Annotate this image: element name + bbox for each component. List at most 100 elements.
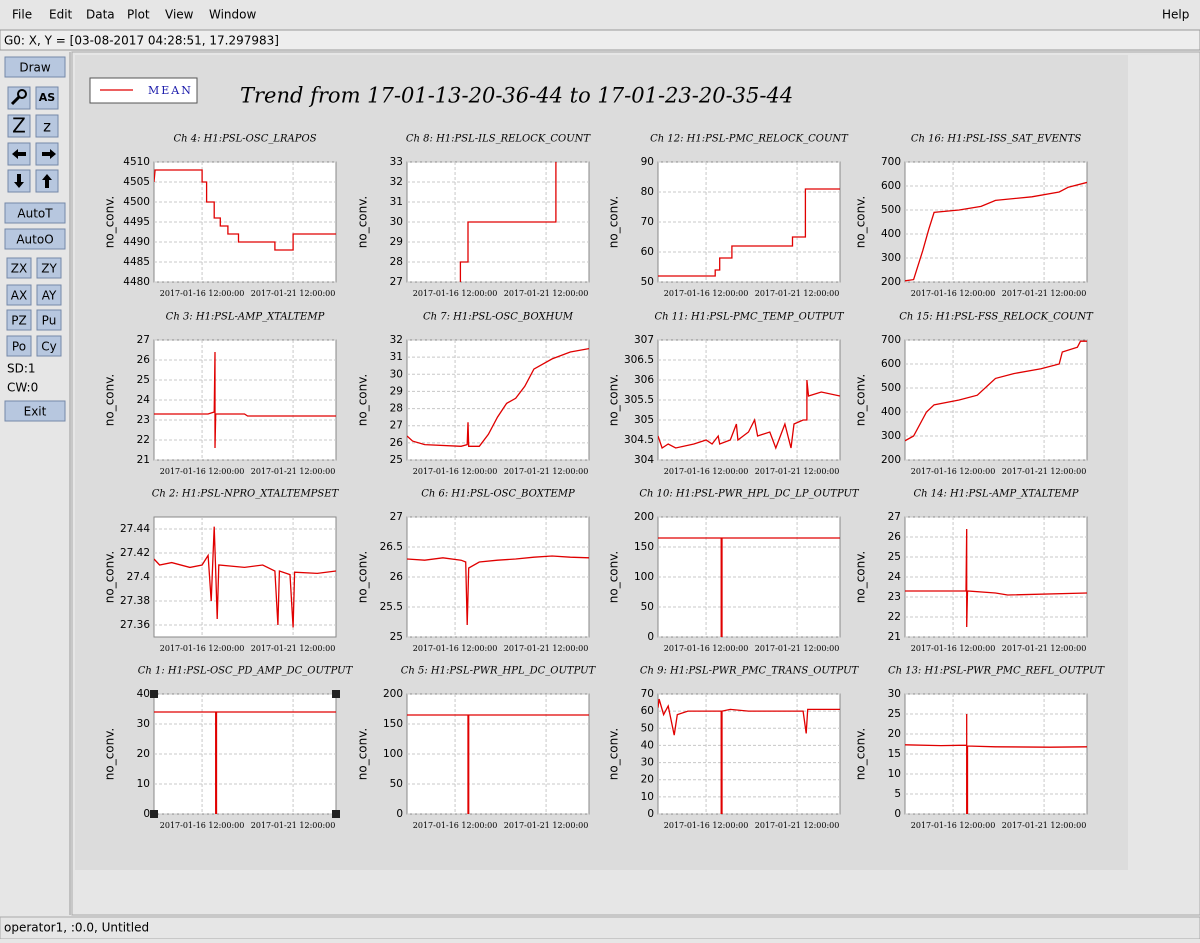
trend-chart: Ch 14: H1:PSL-AMP_XTALTEMP no_conv. 21 22 23… — [854, 489, 1088, 653]
y-tick-label: 26 — [390, 437, 404, 449]
x-tick-label: 2017-01-21 12:00:00 — [755, 467, 840, 476]
x-tick-label: 2017-01-16 12:00:00 — [664, 644, 749, 653]
x-tick-label: 2017-01-21 12:00:00 — [755, 289, 840, 298]
y-tick-label: 0 — [894, 808, 901, 820]
x-tick-label: 2017-01-21 12:00:00 — [755, 821, 840, 830]
y-tick-label: 306.5 — [624, 354, 654, 366]
chart-title: Ch 15: H1:PSL-FSS_RELOCK_COUNT — [899, 312, 1094, 323]
x-tick-label: 2017-01-16 12:00:00 — [664, 467, 749, 476]
pair-button-label: Cy — [41, 340, 56, 354]
trend-chart: Ch 8: H1:PSL-ILS_RELOCK_COUNT no_conv. 27 2… — [356, 134, 592, 299]
autoo-button[interactable] — [4, 228, 66, 250]
trend-line — [154, 351, 336, 449]
y-tick-label: 200 — [634, 511, 654, 523]
trend-line — [905, 181, 1087, 282]
y-tick-label: 28 — [390, 256, 403, 268]
y-tick-label: 700 — [881, 334, 901, 346]
pair-button[interactable] — [36, 335, 62, 357]
y-tick-label: 60 — [641, 246, 654, 258]
x-tick-label: 2017-01-21 12:00:00 — [1002, 467, 1087, 476]
trend-chart: Ch 5: H1:PSL-PWR_HPL_DC_OUTPUT no_conv. 0 5… — [356, 666, 597, 831]
y-axis-label: no_conv. — [854, 551, 868, 603]
y-tick-label: 30 — [641, 757, 654, 769]
y-tick-label: 32 — [390, 334, 403, 346]
y-tick-label: 30 — [390, 368, 403, 380]
x-tick-label: 2017-01-21 12:00:00 — [504, 467, 589, 476]
trend-line — [905, 528, 1087, 628]
icon-button[interactable] — [35, 114, 59, 138]
y-tick-label: 304 — [634, 454, 654, 466]
pair-button[interactable] — [36, 257, 62, 279]
autoo-button-label: AutoO — [16, 233, 53, 247]
y-tick-label: 26 — [137, 354, 151, 366]
y-tick-label: 27.36 — [120, 619, 150, 631]
trend-line — [154, 169, 336, 251]
pair-button[interactable] — [36, 284, 62, 306]
zoom-in-icon: z — [43, 118, 51, 136]
pair-button[interactable] — [6, 309, 32, 331]
y-tick-label: 100 — [634, 571, 654, 583]
y-axis-label: no_conv. — [854, 196, 868, 248]
help-menu[interactable]: Help — [1162, 8, 1189, 22]
trend-chart: Ch 2: H1:PSL-NPRO_XTALTEMPSETno_conv.27.… — [103, 489, 340, 654]
y-axis-label: no_conv. — [607, 551, 621, 603]
menu-item[interactable]: File — [12, 8, 32, 22]
counter: SD:1 — [7, 362, 36, 376]
y-axis-label: no_conv. — [854, 374, 868, 426]
menu-item[interactable]: Window — [209, 8, 257, 22]
y-tick-label: 100 — [383, 748, 403, 760]
menu-item[interactable]: View — [165, 8, 194, 22]
trend-line — [154, 526, 336, 628]
y-axis-label: no_conv. — [356, 196, 370, 248]
x-tick-label: 2017-01-21 12:00:00 — [251, 467, 336, 476]
x-tick-label: 2017-01-21 12:00:00 — [1002, 821, 1087, 830]
y-tick-label: 40 — [137, 688, 150, 700]
y-tick-label: 25 — [390, 631, 403, 643]
trend-line — [459, 162, 557, 282]
chart-title: Ch 1: H1:PSL-OSC_PD_AMP_DC_OUTPUT — [138, 666, 354, 677]
y-tick-label: 0 — [396, 808, 403, 820]
plot-area — [406, 339, 590, 461]
pair-button[interactable] — [36, 309, 62, 331]
y-tick-label: 32 — [390, 176, 403, 188]
x-tick-label: 2017-01-21 12:00:00 — [504, 821, 589, 830]
chart-title: Ch 12: H1:PSL-PMC_RELOCK_COUNT — [650, 134, 849, 145]
trend-chart: Ch 6: H1:PSL-OSC_BOXTEMP no_conv. 25 25.5 26… — [356, 489, 590, 653]
y-tick-label: 50 — [641, 722, 654, 734]
icon-button[interactable] — [35, 86, 59, 110]
x-tick-label: 2017-01-16 12:00:00 — [413, 644, 498, 653]
y-axis-label: no_conv. — [607, 728, 621, 780]
y-tick-label: 27.42 — [120, 547, 150, 559]
chart-title: Ch 9: H1:PSL-PWR_PMC_TRANS_OUTPUT — [640, 666, 860, 677]
menu-item[interactable]: Data — [86, 8, 115, 22]
y-tick-label: 25 — [888, 708, 901, 720]
trend-line — [658, 698, 840, 814]
y-tick-label: 50 — [641, 601, 654, 613]
menu-item[interactable]: Edit — [49, 8, 73, 22]
x-tick-label: 2017-01-21 12:00:00 — [251, 289, 336, 298]
autot-button[interactable] — [4, 202, 66, 224]
y-tick-label: 21 — [137, 454, 150, 466]
y-tick-label: 26.5 — [380, 541, 403, 553]
chart-title: Ch 2: H1:PSL-NPRO_XTALTEMPSET — [152, 489, 340, 500]
pair-button[interactable] — [6, 284, 32, 306]
arrow-icon — [12, 149, 26, 159]
y-tick-label: 23 — [137, 414, 150, 426]
y-tick-label: 304.5 — [624, 434, 654, 446]
y-tick-label: 20 — [888, 728, 901, 740]
counter: CW:0 — [7, 381, 38, 395]
y-tick-label: 4485 — [123, 256, 150, 268]
pair-button[interactable] — [6, 257, 32, 279]
y-axis-label: no_conv. — [103, 374, 117, 426]
icon-button[interactable] — [7, 114, 31, 138]
exit-button[interactable] — [4, 400, 66, 422]
trend-chart: Ch 4: H1:PSL-OSC_LRAPOS no_conv. 4480 4485 4… — [103, 134, 337, 298]
draw-button-label: Draw — [19, 61, 51, 75]
y-tick-label: 24 — [137, 394, 151, 406]
pair-button[interactable] — [6, 335, 32, 357]
menu-item[interactable]: Plot — [127, 8, 150, 22]
draw-button[interactable] — [4, 56, 66, 78]
y-tick-label: 305.5 — [624, 394, 654, 406]
y-tick-label: 10 — [888, 768, 901, 780]
